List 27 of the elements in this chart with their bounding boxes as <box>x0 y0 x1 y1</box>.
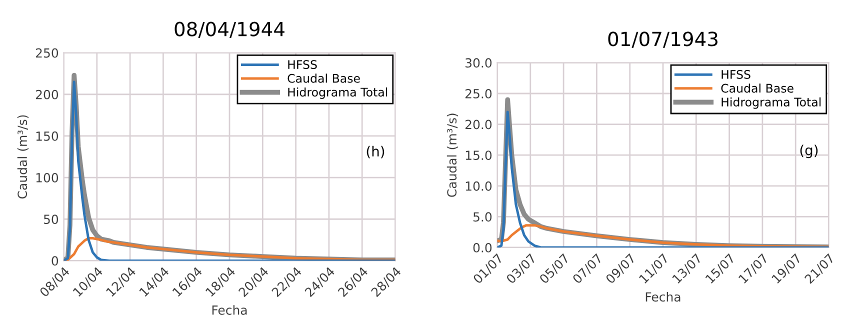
y-tick-label: 15.0 <box>466 150 492 160</box>
x-axis-title: Fecha <box>646 292 680 302</box>
y-axis-title: Caudal (m³/s) <box>17 115 29 199</box>
y-tick-label: 200 <box>36 90 58 100</box>
x-axis-title: Fecha <box>212 305 247 315</box>
y-tick-label: 5.0 <box>473 212 492 222</box>
legend-label: Hidrograma Total <box>722 97 821 109</box>
y-tick-label: 150 <box>36 131 58 141</box>
y-tick-label: 10.0 <box>466 181 492 191</box>
legend-label: HFSS <box>288 60 317 70</box>
annotation: (g) <box>800 144 818 158</box>
y-tick-label: 30.0 <box>466 58 492 68</box>
y-tick-label: 25.0 <box>465 88 492 98</box>
legend-label: Caudal Base <box>721 84 794 93</box>
chart-title: 08/04/1944 <box>174 22 284 38</box>
legend-label: HFSS <box>722 70 750 79</box>
chart-title: 01/07/1943 <box>608 32 718 48</box>
annotation: (h) <box>366 146 384 158</box>
y-tick-label: 250 <box>36 48 58 58</box>
y-tick-label: 100 <box>36 173 58 182</box>
legend-label: Hidrograma Total <box>288 87 388 99</box>
y-tick-label: 0 <box>52 256 58 266</box>
y-tick-label: 20.0 <box>465 120 492 130</box>
y-axis-title: Caudal (m³/s) <box>446 114 458 197</box>
y-tick-label: 50 <box>44 214 58 224</box>
y-tick-label: 0.0 <box>473 242 492 252</box>
legend-label: Caudal Base <box>288 74 360 83</box>
